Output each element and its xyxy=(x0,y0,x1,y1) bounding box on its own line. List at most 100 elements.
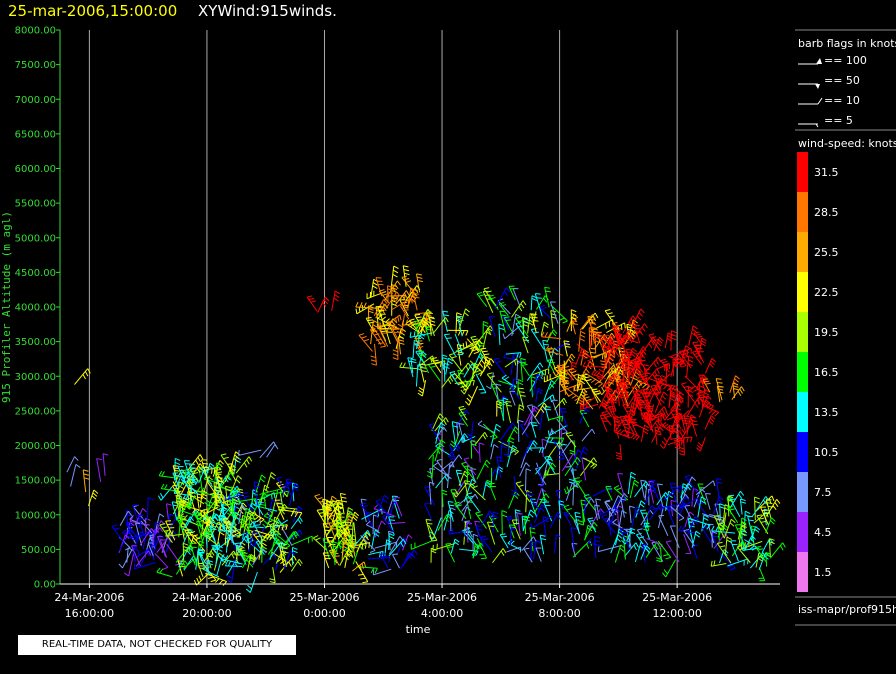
speed-color-swatch xyxy=(797,312,808,352)
speed-legend-item: 4.5 xyxy=(797,512,832,552)
wind-barb xyxy=(102,453,109,476)
wind-barb xyxy=(312,535,327,551)
wind-barb xyxy=(269,541,286,559)
wind-barb xyxy=(182,542,189,561)
wind-barb xyxy=(292,505,303,523)
wind-barb xyxy=(259,488,282,496)
wind-barb xyxy=(175,481,185,504)
wind-barb xyxy=(255,530,274,541)
wind-barb xyxy=(132,531,146,552)
wind-barb xyxy=(182,516,195,530)
wind-barb xyxy=(196,486,217,497)
wind-barb xyxy=(128,526,139,541)
wind-barb xyxy=(147,542,154,557)
wind-barb xyxy=(222,517,234,537)
wind-barb xyxy=(157,486,173,501)
speed-legend-item: 1.5 xyxy=(797,552,832,592)
speed-legend-item: 7.5 xyxy=(797,472,832,512)
wind-barb xyxy=(328,522,337,540)
wind-barb xyxy=(189,463,197,485)
speed-legend-item: 22.5 xyxy=(797,272,839,312)
wind-barb xyxy=(209,512,219,533)
barb-legend-title: barb flags in knots xyxy=(798,37,896,50)
wind-barb xyxy=(173,492,189,501)
wind-barb xyxy=(217,525,242,532)
speed-legend-label: 19.5 xyxy=(814,326,839,339)
speed-color-swatch xyxy=(797,512,808,552)
wind-barb xyxy=(243,511,253,533)
wind-barb xyxy=(234,542,247,565)
wind-barbs xyxy=(66,265,786,593)
speed-legend-label: 13.5 xyxy=(814,406,839,419)
wind-barb xyxy=(156,537,172,554)
wind-barb xyxy=(176,516,186,536)
wind-barb xyxy=(250,526,266,547)
wind-barb xyxy=(207,559,214,576)
wind-barb xyxy=(255,540,265,555)
wind-barb xyxy=(135,550,152,567)
wind-barb xyxy=(199,527,212,549)
wind-barb xyxy=(262,507,275,529)
barb-legend-label: == 100 xyxy=(824,54,867,67)
wind-barb xyxy=(172,472,180,488)
speed-legend-item: 31.5 xyxy=(797,152,839,192)
wind-barb xyxy=(158,470,174,479)
product-title: XYWind:915winds. xyxy=(198,2,337,20)
wind-barb xyxy=(229,511,240,536)
wind-barb xyxy=(166,503,172,520)
wind-barb xyxy=(314,493,330,514)
speed-legend-item: 19.5 xyxy=(797,312,839,352)
wind-barb xyxy=(147,497,154,520)
speed-legend-label: 7.5 xyxy=(814,486,832,499)
wind-barb xyxy=(226,559,236,584)
speed-color-swatch xyxy=(797,432,808,472)
wind-barb xyxy=(195,548,204,570)
wind-barb xyxy=(276,534,291,549)
source-label: iss-mapr/prof915h xyxy=(798,603,896,616)
speed-legend-item: 25.5 xyxy=(797,232,839,272)
wind-barb xyxy=(201,459,210,482)
wind-barb xyxy=(236,535,250,551)
wind-barb xyxy=(197,562,206,578)
wind-barb xyxy=(356,566,378,574)
wind-barb xyxy=(82,469,90,492)
wind-barb xyxy=(119,510,132,527)
wind-barb xyxy=(159,523,173,543)
wind-barb xyxy=(131,545,141,567)
wind-barb xyxy=(215,473,224,495)
speed-color-swatch xyxy=(797,352,808,392)
speed-color-swatch xyxy=(797,392,808,432)
wind-barb xyxy=(228,499,237,516)
wind-barb xyxy=(221,550,237,566)
speed-legend-item: 13.5 xyxy=(797,392,839,432)
wind-barb xyxy=(245,571,258,593)
speed-legend-items: 31.5 28.5 25.5 22.5 19.5 16.5 13.5 10.5 7.5 4.5 1.… xyxy=(797,152,839,592)
time-gridlines xyxy=(88,30,678,584)
wind-barb xyxy=(229,451,241,471)
speed-legend-label: 28.5 xyxy=(814,206,839,219)
wind-barb xyxy=(118,529,134,552)
speed-color-swatch xyxy=(797,272,808,312)
speed-legend-label: 22.5 xyxy=(814,286,839,299)
speed-color-swatch xyxy=(797,192,808,232)
wind-barb xyxy=(291,546,298,566)
wind-barb xyxy=(248,530,259,553)
speed-color-swatch xyxy=(797,552,808,592)
wind-barb xyxy=(187,454,204,471)
wind-barb xyxy=(189,542,198,566)
wind-barb xyxy=(156,567,173,578)
wind-barb xyxy=(126,547,134,563)
wind-barb xyxy=(276,491,284,512)
wind-barb xyxy=(356,531,371,553)
speed-legend-title: wind-speed: knots xyxy=(798,137,896,150)
wind-barb xyxy=(238,505,247,525)
wind-barb xyxy=(96,458,103,483)
wind-barb xyxy=(246,553,256,572)
wind-barb xyxy=(287,529,303,543)
wind-barb xyxy=(248,510,265,524)
wind-barb xyxy=(137,514,145,535)
wind-barb xyxy=(243,495,254,513)
wind-barb xyxy=(124,553,134,577)
